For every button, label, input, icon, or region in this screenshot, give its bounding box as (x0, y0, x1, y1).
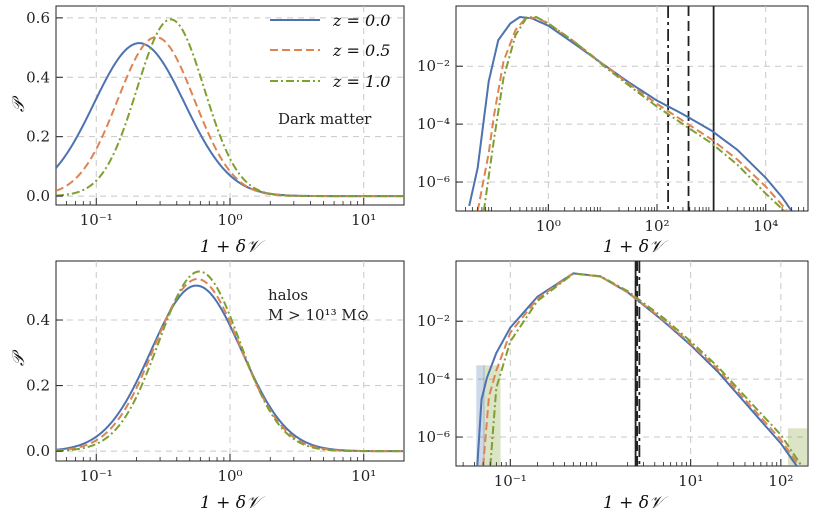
series-tr (468, 15, 793, 211)
tick-label-x: 10¹ (351, 467, 376, 485)
tick-label-y: 10⁻⁴ (417, 115, 450, 133)
vlines-br (634, 261, 641, 466)
grid-tr (456, 6, 808, 211)
grid-bl (56, 261, 404, 461)
tick-label-x: 10¹ (678, 472, 703, 490)
ticks-bl: 10⁻¹ 10⁰ 10¹ 0.0 0.2 0.4 (26, 311, 376, 485)
tick-label-x: 10⁻¹ (494, 472, 527, 490)
ticks-tr: 10⁰ 10² 10⁴ 10⁻⁶ 10⁻⁴ 10⁻² (417, 57, 805, 235)
tick-label-x: 10⁴ (753, 217, 778, 235)
xlabel-tr: 1 + δ𝒱 (603, 237, 669, 257)
frame-tr (455, 5, 809, 212)
tick-label-x: 10² (644, 217, 669, 235)
tick-label-y: 0.0 (26, 187, 50, 205)
vlines-tr (667, 6, 715, 211)
tick-label-y: 0.2 (26, 377, 50, 395)
tick-label-y: 10⁻² (417, 57, 450, 75)
legend-label-z0: z = 0.0 (332, 11, 390, 30)
legend-label-z1: z = 1.0 (332, 72, 390, 91)
annotation-halos: halos (268, 286, 308, 304)
tick-label-y: 0.2 (26, 128, 50, 146)
series-line-z1 (489, 272, 803, 466)
xlabel-bl: 1 + δ𝒱 (200, 493, 266, 513)
tick-label-x: 10⁰ (217, 211, 242, 229)
grid-tl (56, 6, 404, 205)
ylabel-bl: 𝒫 (9, 349, 29, 366)
series-line-z05 (476, 16, 789, 211)
series-line-z05 (482, 272, 801, 466)
ticks-tl: 10⁻¹ 10⁰ 10¹ 0.0 0.2 0.4 0.6 (26, 9, 376, 229)
panel-bottom-left: 10⁻¹ 10⁰ 10¹ 0.0 0.2 0.4 1 + δ𝒱 𝒫 halos M > 1… (9, 260, 405, 513)
frame-br (455, 260, 809, 467)
tick-label-y: 0.4 (26, 68, 50, 86)
grid-br (456, 261, 808, 466)
panel-bottom-right: 10⁻¹ 10¹ 10² 10⁻⁶ 10⁻⁴ 10⁻² 1 + δ𝒱 (417, 260, 809, 513)
tick-label-x: 10² (768, 472, 793, 490)
series-line-z05 (56, 36, 404, 198)
tick-label-y: 10⁻⁶ (417, 173, 450, 191)
xlabel-tl: 1 + δ𝒱 (200, 237, 266, 257)
tick-label-y: 0.6 (26, 9, 50, 27)
annotation-dark-matter: Dark matter (278, 110, 372, 128)
xlabel-br: 1 + δ𝒱 (603, 493, 669, 513)
panel-top-right: 10⁰ 10² 10⁴ 10⁻⁶ 10⁻⁴ 10⁻² 1 + δ𝒱 (417, 5, 809, 257)
tick-label-y: 10⁻² (417, 312, 450, 330)
annotation-mass-cut: M > 10¹³ M⊙ (268, 306, 369, 324)
tick-label-x: 10¹ (351, 211, 376, 229)
tick-label-y: 0.4 (26, 311, 50, 329)
series-line-z1 (482, 15, 786, 211)
tick-label-x: 10⁻¹ (80, 211, 113, 229)
legend-label-z05: z = 0.5 (332, 41, 390, 60)
tick-label-x: 10⁰ (536, 217, 561, 235)
tick-label-y: 10⁻⁴ (417, 370, 450, 388)
tick-label-y: 10⁻⁶ (417, 428, 450, 446)
legend: z = 0.0 z = 0.5 z = 1.0 (270, 11, 390, 91)
ylabel-tl: 𝒫 (9, 95, 29, 112)
panel-top-left: 10⁻¹ 10⁰ 10¹ 0.0 0.2 0.4 0.6 1 + δ𝒱 𝒫 Dark mat… (9, 5, 405, 257)
ticks-br: 10⁻¹ 10¹ 10² 10⁻⁶ 10⁻⁴ 10⁻² (417, 312, 793, 490)
series-line-z1 (56, 270, 404, 453)
series-tl (56, 18, 404, 198)
tick-label-x: 10⁻¹ (80, 467, 113, 485)
series-br (476, 272, 803, 466)
series-line-z0 (476, 272, 798, 466)
uncertainty-band (787, 428, 808, 466)
tick-label-x: 10⁰ (217, 467, 242, 485)
series-bl (56, 270, 404, 453)
tick-label-y: 0.0 (26, 442, 50, 460)
